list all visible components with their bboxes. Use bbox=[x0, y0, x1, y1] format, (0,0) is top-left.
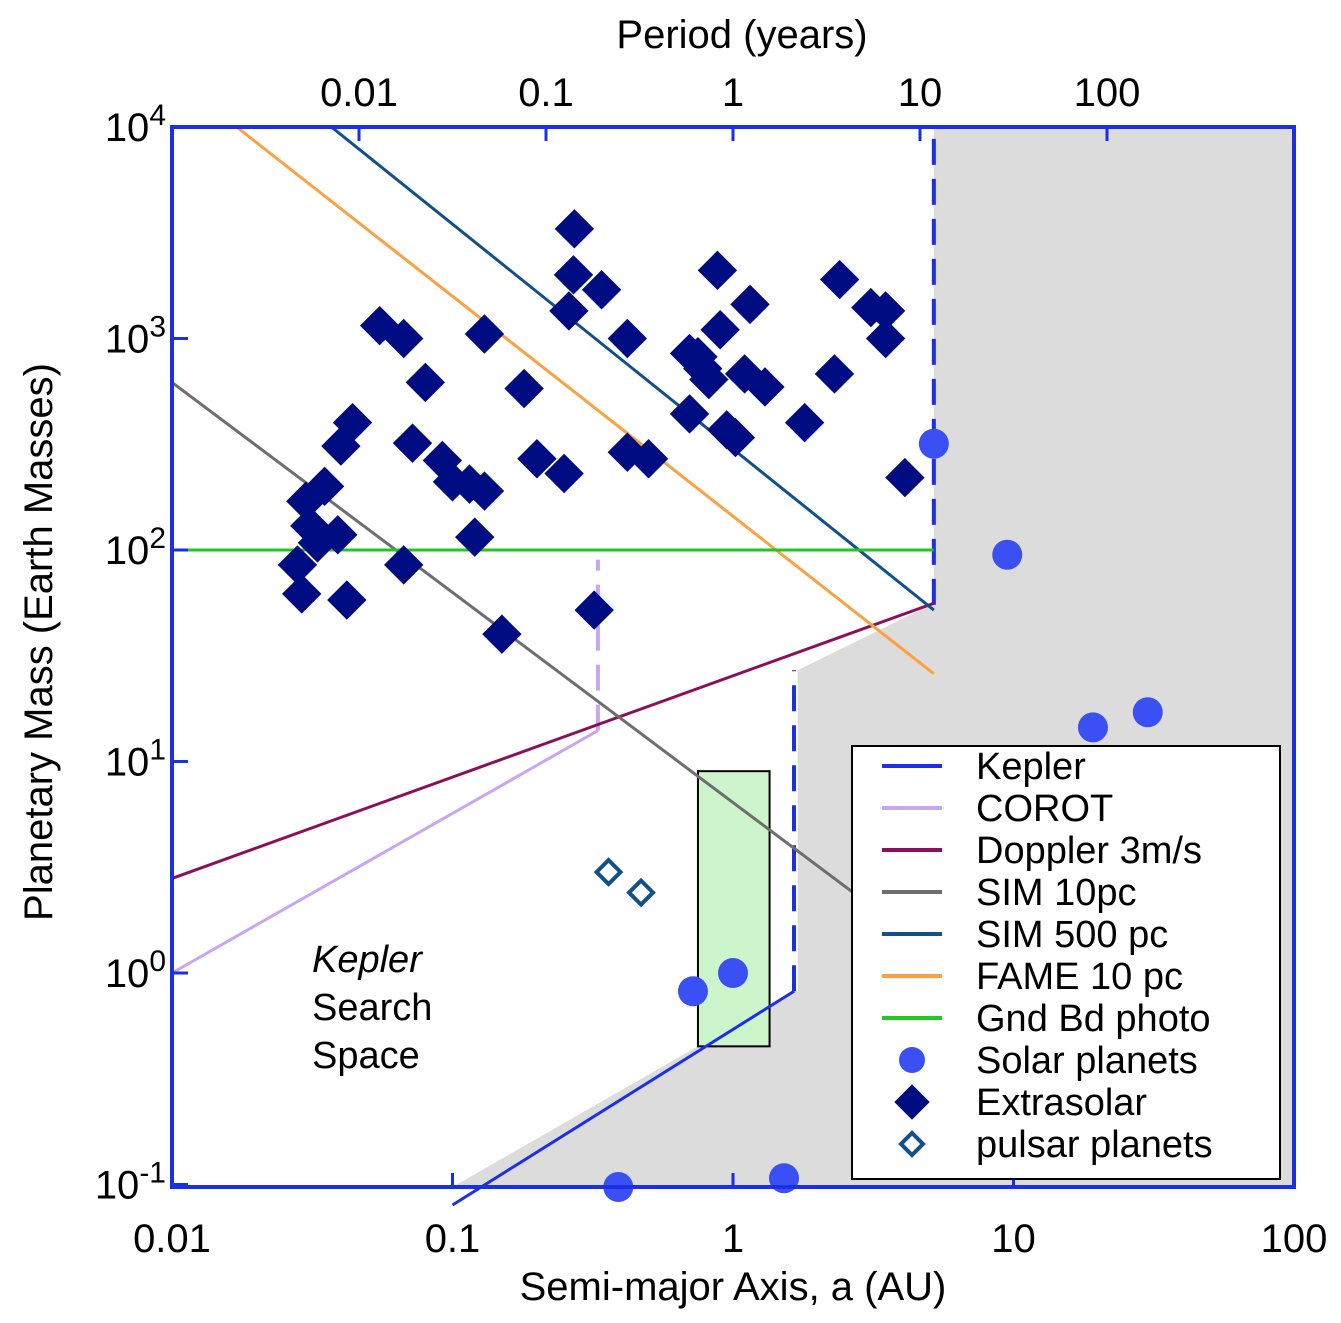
y-tick-label-4: 103 bbox=[105, 311, 166, 362]
axes-layer: Semi-major Axis, a (AU) Period (years) P… bbox=[17, 13, 1327, 1309]
legend-doppler-3m-s-label: Doppler 3m/s bbox=[976, 830, 1202, 872]
extrasolar-point-27 bbox=[297, 523, 338, 563]
y-tick-label-5: 104 bbox=[105, 99, 166, 150]
solar-planets-point-5 bbox=[992, 539, 1023, 570]
solar-planets-point-7 bbox=[1132, 697, 1163, 728]
extrasolar-point-18 bbox=[392, 423, 433, 463]
y-tick-label-1: 100 bbox=[105, 945, 166, 996]
annotation-kepler: Kepler bbox=[312, 939, 423, 981]
legend-solar-planets-swatch bbox=[899, 1047, 925, 1073]
x-tick-label-0: 0.01 bbox=[133, 1217, 211, 1261]
extrasolar-point-35 bbox=[517, 439, 557, 479]
legend-solar-planets-label: Solar planets bbox=[976, 1040, 1198, 1082]
x-tick-label-1: 0.1 bbox=[425, 1217, 481, 1261]
extrasolar-point-4 bbox=[549, 291, 589, 331]
extrasolar-point-6 bbox=[697, 250, 738, 291]
extrasolar-point-45 bbox=[715, 417, 756, 458]
planet-points-layer bbox=[277, 209, 1163, 1202]
period-tick-label-4: 100 bbox=[1074, 71, 1141, 115]
period-tick-label-2: 1 bbox=[722, 71, 744, 115]
extrasolar-point-30 bbox=[327, 580, 367, 620]
line-corot-0 bbox=[171, 729, 599, 975]
habitable-box-layer bbox=[696, 770, 771, 1048]
extrasolar-point-2 bbox=[553, 255, 594, 295]
y-tick-label-0: 10-1 bbox=[95, 1157, 166, 1208]
legend-gnd-bd-photo-label: Gnd Bd photo bbox=[976, 998, 1211, 1040]
extrasolar-point-50 bbox=[784, 402, 825, 443]
extrasolar-point-0 bbox=[554, 209, 595, 249]
extrasolar-point-48 bbox=[745, 367, 785, 407]
period-tick-label-1: 0.1 bbox=[518, 71, 574, 115]
x-axis-title: Semi-major Axis, a (AU) bbox=[520, 1265, 947, 1309]
extrasolar-point-43 bbox=[689, 359, 729, 400]
habitable-zone-box bbox=[696, 770, 771, 1048]
pulsar-planets-point-0 bbox=[593, 857, 624, 887]
extrasolar-point-46 bbox=[669, 394, 710, 434]
period-tick-label-0: 0.01 bbox=[320, 71, 398, 115]
x-tick-label-2: 1 bbox=[722, 1217, 744, 1261]
extrasolar-point-32 bbox=[455, 517, 495, 557]
extrasolar-point-7 bbox=[730, 284, 770, 325]
extrasolar-point-51 bbox=[885, 457, 925, 498]
line-sim-500-pc-0 bbox=[330, 125, 935, 612]
extrasolar-point-33 bbox=[482, 614, 522, 654]
extrasolar-point-37 bbox=[574, 590, 614, 630]
line-fame-10-pc-0 bbox=[235, 125, 935, 675]
line-kepler-0 bbox=[451, 989, 795, 1207]
extrasolar-point-5 bbox=[607, 318, 648, 359]
extrasolar-point-34 bbox=[504, 368, 544, 409]
period-tick-label-3: 10 bbox=[898, 71, 943, 115]
extrasolar-point-29 bbox=[281, 574, 322, 614]
legend-pulsar-planets-swatch bbox=[898, 1130, 926, 1158]
pulsar-planets-point-1 bbox=[626, 877, 656, 908]
extrasolar-point-22 bbox=[464, 471, 505, 511]
line-doppler-3m-s-0 bbox=[171, 601, 935, 880]
extrasolar-point-31 bbox=[384, 545, 424, 585]
legend-pulsar-planets-label: pulsar planets bbox=[976, 1124, 1213, 1166]
legend-fame-10-pc-label: FAME 10 pc bbox=[976, 956, 1183, 998]
extrasolar-point-16 bbox=[405, 362, 446, 403]
annotation-space: Space bbox=[312, 1035, 420, 1077]
solar-planets-point-4 bbox=[918, 428, 949, 459]
x-tick-label-3: 10 bbox=[991, 1217, 1036, 1261]
extrasolar-point-14 bbox=[384, 318, 424, 359]
y-tick-label-2: 101 bbox=[105, 734, 166, 785]
legend-corot-label: COROT bbox=[976, 788, 1113, 830]
extrasolar-point-39 bbox=[628, 439, 669, 479]
extrasolar-point-15 bbox=[464, 314, 505, 354]
search-space-annotation: Kepler Search Space bbox=[312, 939, 432, 1077]
annotation-search: Search bbox=[312, 987, 432, 1029]
legend-extrasolar-label: Extrasolar bbox=[976, 1082, 1147, 1124]
extrasolar-point-11 bbox=[865, 318, 906, 359]
extrasolar-point-36 bbox=[544, 453, 584, 494]
x-tick-label-4: 100 bbox=[1261, 1217, 1328, 1261]
solar-planets-point-1 bbox=[677, 976, 708, 1007]
y-axis-title: Planetary Mass (Earth Masses) bbox=[17, 363, 61, 921]
extrasolar-point-49 bbox=[814, 354, 855, 394]
extrasolar-point-17 bbox=[332, 402, 373, 443]
legend-sim-500-pc-label: SIM 500 pc bbox=[976, 914, 1168, 956]
extrasolar-point-3 bbox=[581, 270, 622, 310]
solar-planets-point-2 bbox=[718, 958, 748, 988]
solar-planets-point-6 bbox=[1077, 712, 1108, 743]
top-axis-title: Period (years) bbox=[616, 13, 867, 57]
extrasolar-point-8 bbox=[819, 259, 860, 300]
legend-extrasolar-swatch bbox=[894, 1084, 930, 1120]
legend-sim-10pc-label: SIM 10pc bbox=[976, 872, 1137, 914]
extrasolar-point-12 bbox=[700, 310, 740, 350]
y-tick-label-3: 102 bbox=[105, 522, 166, 573]
legend-kepler-label: Kepler bbox=[976, 746, 1086, 788]
